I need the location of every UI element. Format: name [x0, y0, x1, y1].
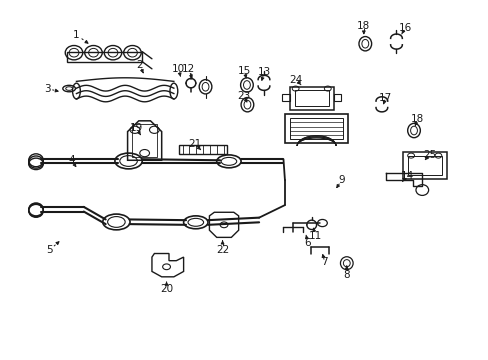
- Bar: [179, 145, 227, 154]
- Text: 25: 25: [422, 150, 435, 160]
- Text: 8: 8: [343, 270, 349, 280]
- Text: 18: 18: [357, 21, 370, 31]
- Text: 24: 24: [288, 75, 302, 85]
- Text: 15: 15: [237, 66, 251, 76]
- Text: 21: 21: [188, 139, 201, 149]
- Text: 7: 7: [321, 257, 327, 267]
- Text: 23: 23: [236, 91, 250, 101]
- Bar: [289, 118, 343, 139]
- Text: 10: 10: [172, 64, 185, 74]
- Bar: [289, 87, 333, 110]
- Text: 12: 12: [182, 64, 195, 74]
- Bar: [132, 125, 157, 157]
- Bar: [333, 94, 340, 101]
- Text: 6: 6: [304, 238, 310, 248]
- Bar: [282, 94, 289, 101]
- Text: 11: 11: [308, 231, 321, 240]
- Bar: [285, 114, 347, 143]
- Text: 19: 19: [129, 123, 142, 133]
- Bar: [294, 90, 328, 107]
- Bar: [66, 51, 142, 62]
- Text: 22: 22: [216, 245, 229, 255]
- Text: 3: 3: [44, 84, 50, 94]
- Text: 13: 13: [257, 67, 270, 77]
- Text: 9: 9: [338, 175, 345, 185]
- Text: 17: 17: [378, 93, 391, 103]
- Text: 16: 16: [398, 23, 411, 33]
- Text: 20: 20: [160, 284, 173, 294]
- Text: 14: 14: [400, 171, 413, 181]
- Text: 18: 18: [410, 114, 423, 124]
- Bar: [407, 156, 441, 175]
- Text: 1: 1: [73, 30, 80, 40]
- Text: 4: 4: [68, 155, 75, 165]
- Text: 2: 2: [136, 60, 143, 70]
- Bar: [402, 152, 446, 179]
- Text: 5: 5: [46, 245, 53, 255]
